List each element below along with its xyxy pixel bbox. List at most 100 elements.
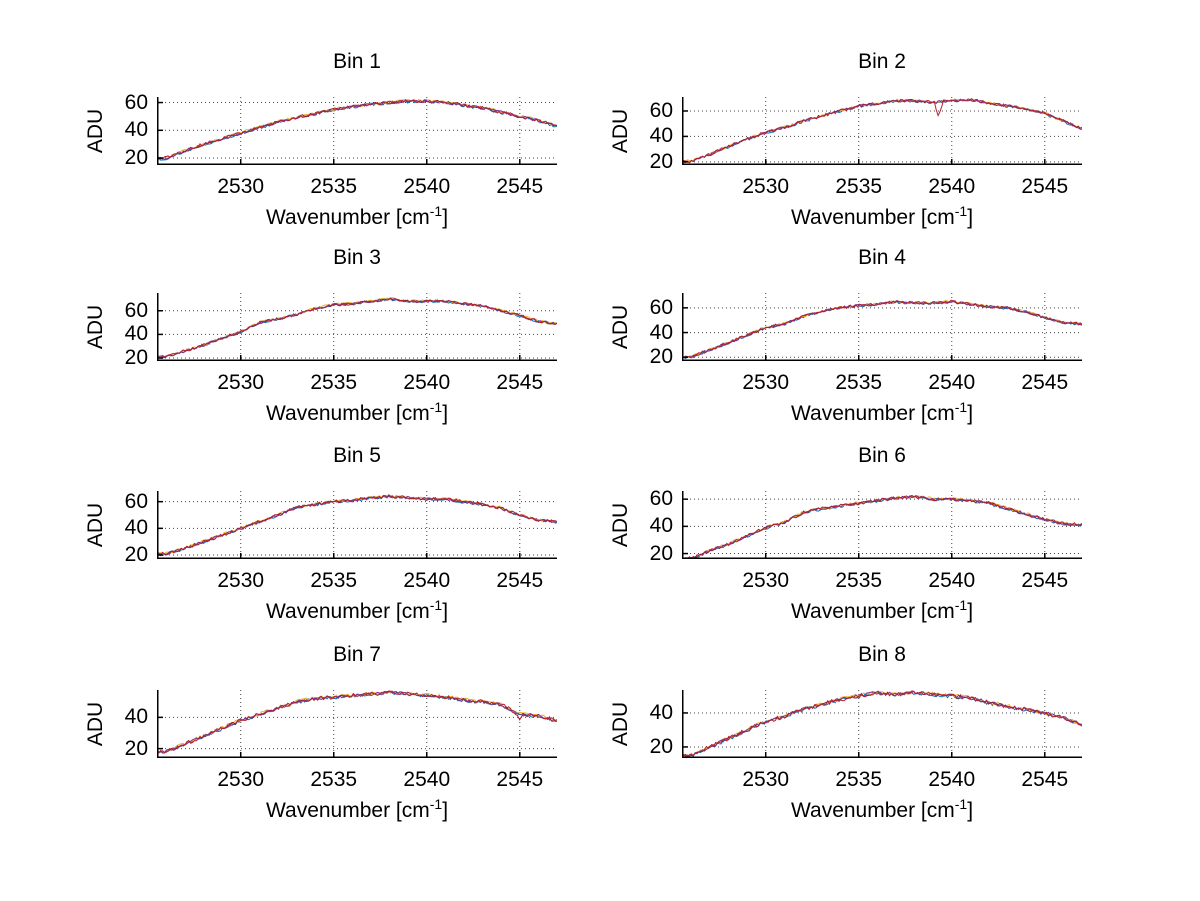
- plot-area: [682, 293, 1082, 361]
- x-axis-label-exponent: -1: [429, 203, 443, 219]
- subplot-title: Bin 3: [333, 246, 381, 269]
- spectrum-trace-2: [682, 495, 1082, 559]
- x-axis-label-exponent: -1: [954, 796, 968, 812]
- x-axis-label-exponent: -1: [429, 597, 443, 613]
- spectrum-trace-2: [157, 494, 557, 555]
- x-axis-label: Wavenumber [cm-1]: [157, 203, 557, 230]
- x-axis-label-close: ]: [442, 402, 449, 425]
- x-tick-label: 2545: [1021, 175, 1069, 198]
- y-tick-label: 20: [649, 149, 673, 173]
- spectrum-trace-1: [157, 690, 557, 754]
- x-tick-label: 2530: [217, 569, 265, 592]
- spectrum-trace-4: [682, 690, 1082, 758]
- x-tick-label: 2530: [217, 768, 265, 791]
- subplot-title: Bin 8: [858, 643, 906, 666]
- x-axis-label: Wavenumber [cm-1]: [157, 796, 557, 823]
- x-tick-label: 2540: [403, 371, 451, 394]
- x-tick-label: 2545: [496, 371, 544, 394]
- x-tick-label: 2530: [742, 175, 790, 198]
- x-axis-label-text: Wavenumber [cm: [790, 600, 955, 623]
- x-axis-label-exponent: -1: [954, 597, 968, 613]
- x-axis-label-text: Wavenumber [cm: [790, 402, 955, 425]
- x-tick-label: 2535: [835, 569, 883, 592]
- x-tick-label: 2545: [496, 569, 544, 592]
- x-axis-label: Wavenumber [cm-1]: [682, 796, 1082, 823]
- x-axis-label-close: ]: [967, 799, 974, 822]
- y-tick-label: 20: [649, 541, 673, 565]
- spectrum-trace-4: [157, 690, 557, 754]
- y-tick-label: 40: [649, 514, 673, 538]
- x-axis-label-close: ]: [967, 402, 974, 425]
- spectrum-trace-2: [682, 299, 1082, 358]
- subplot-title: Bin 6: [858, 444, 906, 467]
- y-tick-label: 40: [124, 705, 148, 729]
- spectrum-trace-2: [157, 297, 557, 359]
- spectrum-trace-1: [157, 495, 557, 557]
- plot-area: [157, 491, 557, 559]
- spectrum-trace-1: [682, 98, 1082, 164]
- y-tick-label: 60: [124, 489, 148, 513]
- y-tick-label: 60: [649, 295, 673, 319]
- spectrum-trace-4: [682, 494, 1082, 559]
- y-tick-label: 20: [124, 736, 148, 760]
- x-axis-label: Wavenumber [cm-1]: [682, 203, 1082, 230]
- x-axis-label-exponent: -1: [954, 203, 968, 219]
- y-tick-label: 20: [649, 734, 673, 758]
- y-tick-label: 20: [124, 146, 148, 170]
- spectrum-trace-3: [157, 691, 557, 753]
- x-tick-label: 2540: [403, 768, 451, 791]
- x-axis-label-close: ]: [442, 600, 449, 623]
- x-tick-label: 2530: [742, 768, 790, 791]
- y-tick-label: 20: [649, 345, 673, 369]
- x-axis-label-text: Wavenumber [cm: [265, 206, 430, 229]
- x-tick-label: 2545: [496, 768, 544, 791]
- x-axis-label-close: ]: [442, 206, 449, 229]
- y-tick-label: 60: [649, 487, 673, 511]
- spectrum-trace-4: [682, 98, 1082, 164]
- plot-area: [157, 690, 557, 758]
- x-axis-label-close: ]: [442, 799, 449, 822]
- x-tick-label: 2540: [928, 768, 976, 791]
- spectrum-trace-3: [682, 299, 1082, 358]
- spectrum-trace-4: [157, 494, 557, 557]
- plot-area: [682, 97, 1082, 165]
- y-tick-label: 40: [124, 322, 148, 346]
- x-axis-label-text: Wavenumber [cm: [790, 206, 955, 229]
- x-axis-label-close: ]: [967, 206, 974, 229]
- spectrum-trace-1: [682, 691, 1082, 758]
- spectrum-trace-1: [682, 495, 1082, 559]
- spectrum-trace-1: [682, 300, 1082, 360]
- x-tick-label: 2535: [310, 175, 358, 198]
- x-axis-label-close: ]: [967, 600, 974, 623]
- y-tick-label: 40: [124, 118, 148, 142]
- subplot-title: Bin 4: [858, 246, 906, 269]
- plot-area: [157, 293, 557, 361]
- plot-area: [682, 690, 1082, 758]
- x-tick-label: 2540: [928, 175, 976, 198]
- x-axis-label: Wavenumber [cm-1]: [682, 399, 1082, 426]
- x-axis-label-text: Wavenumber [cm: [265, 600, 430, 623]
- y-tick-label: 40: [124, 516, 148, 540]
- x-tick-label: 2535: [310, 768, 358, 791]
- y-tick-label: 20: [124, 543, 148, 566]
- spectrum-trace-3: [157, 495, 557, 556]
- x-tick-label: 2540: [928, 371, 976, 394]
- spectrum-trace-4: [157, 99, 557, 160]
- x-tick-label: 2535: [835, 768, 883, 791]
- plot-area: [157, 97, 557, 165]
- y-tick-label: 60: [124, 90, 148, 114]
- y-tick-label: 40: [649, 124, 673, 148]
- x-axis-label: Wavenumber [cm-1]: [157, 597, 557, 624]
- spectrum-trace-1: [157, 99, 557, 161]
- x-tick-label: 2530: [742, 371, 790, 394]
- x-tick-label: 2535: [835, 371, 883, 394]
- x-tick-label: 2535: [310, 569, 358, 592]
- spectrum-trace-2: [682, 98, 1082, 164]
- spectrum-trace-3: [157, 297, 557, 358]
- y-tick-label: 40: [649, 700, 673, 724]
- x-tick-label: 2530: [217, 175, 265, 198]
- subplot-title: Bin 5: [333, 444, 381, 467]
- spectrum-trace-3: [682, 690, 1082, 758]
- x-axis-label-exponent: -1: [429, 796, 443, 812]
- x-axis-label-text: Wavenumber [cm: [265, 402, 430, 425]
